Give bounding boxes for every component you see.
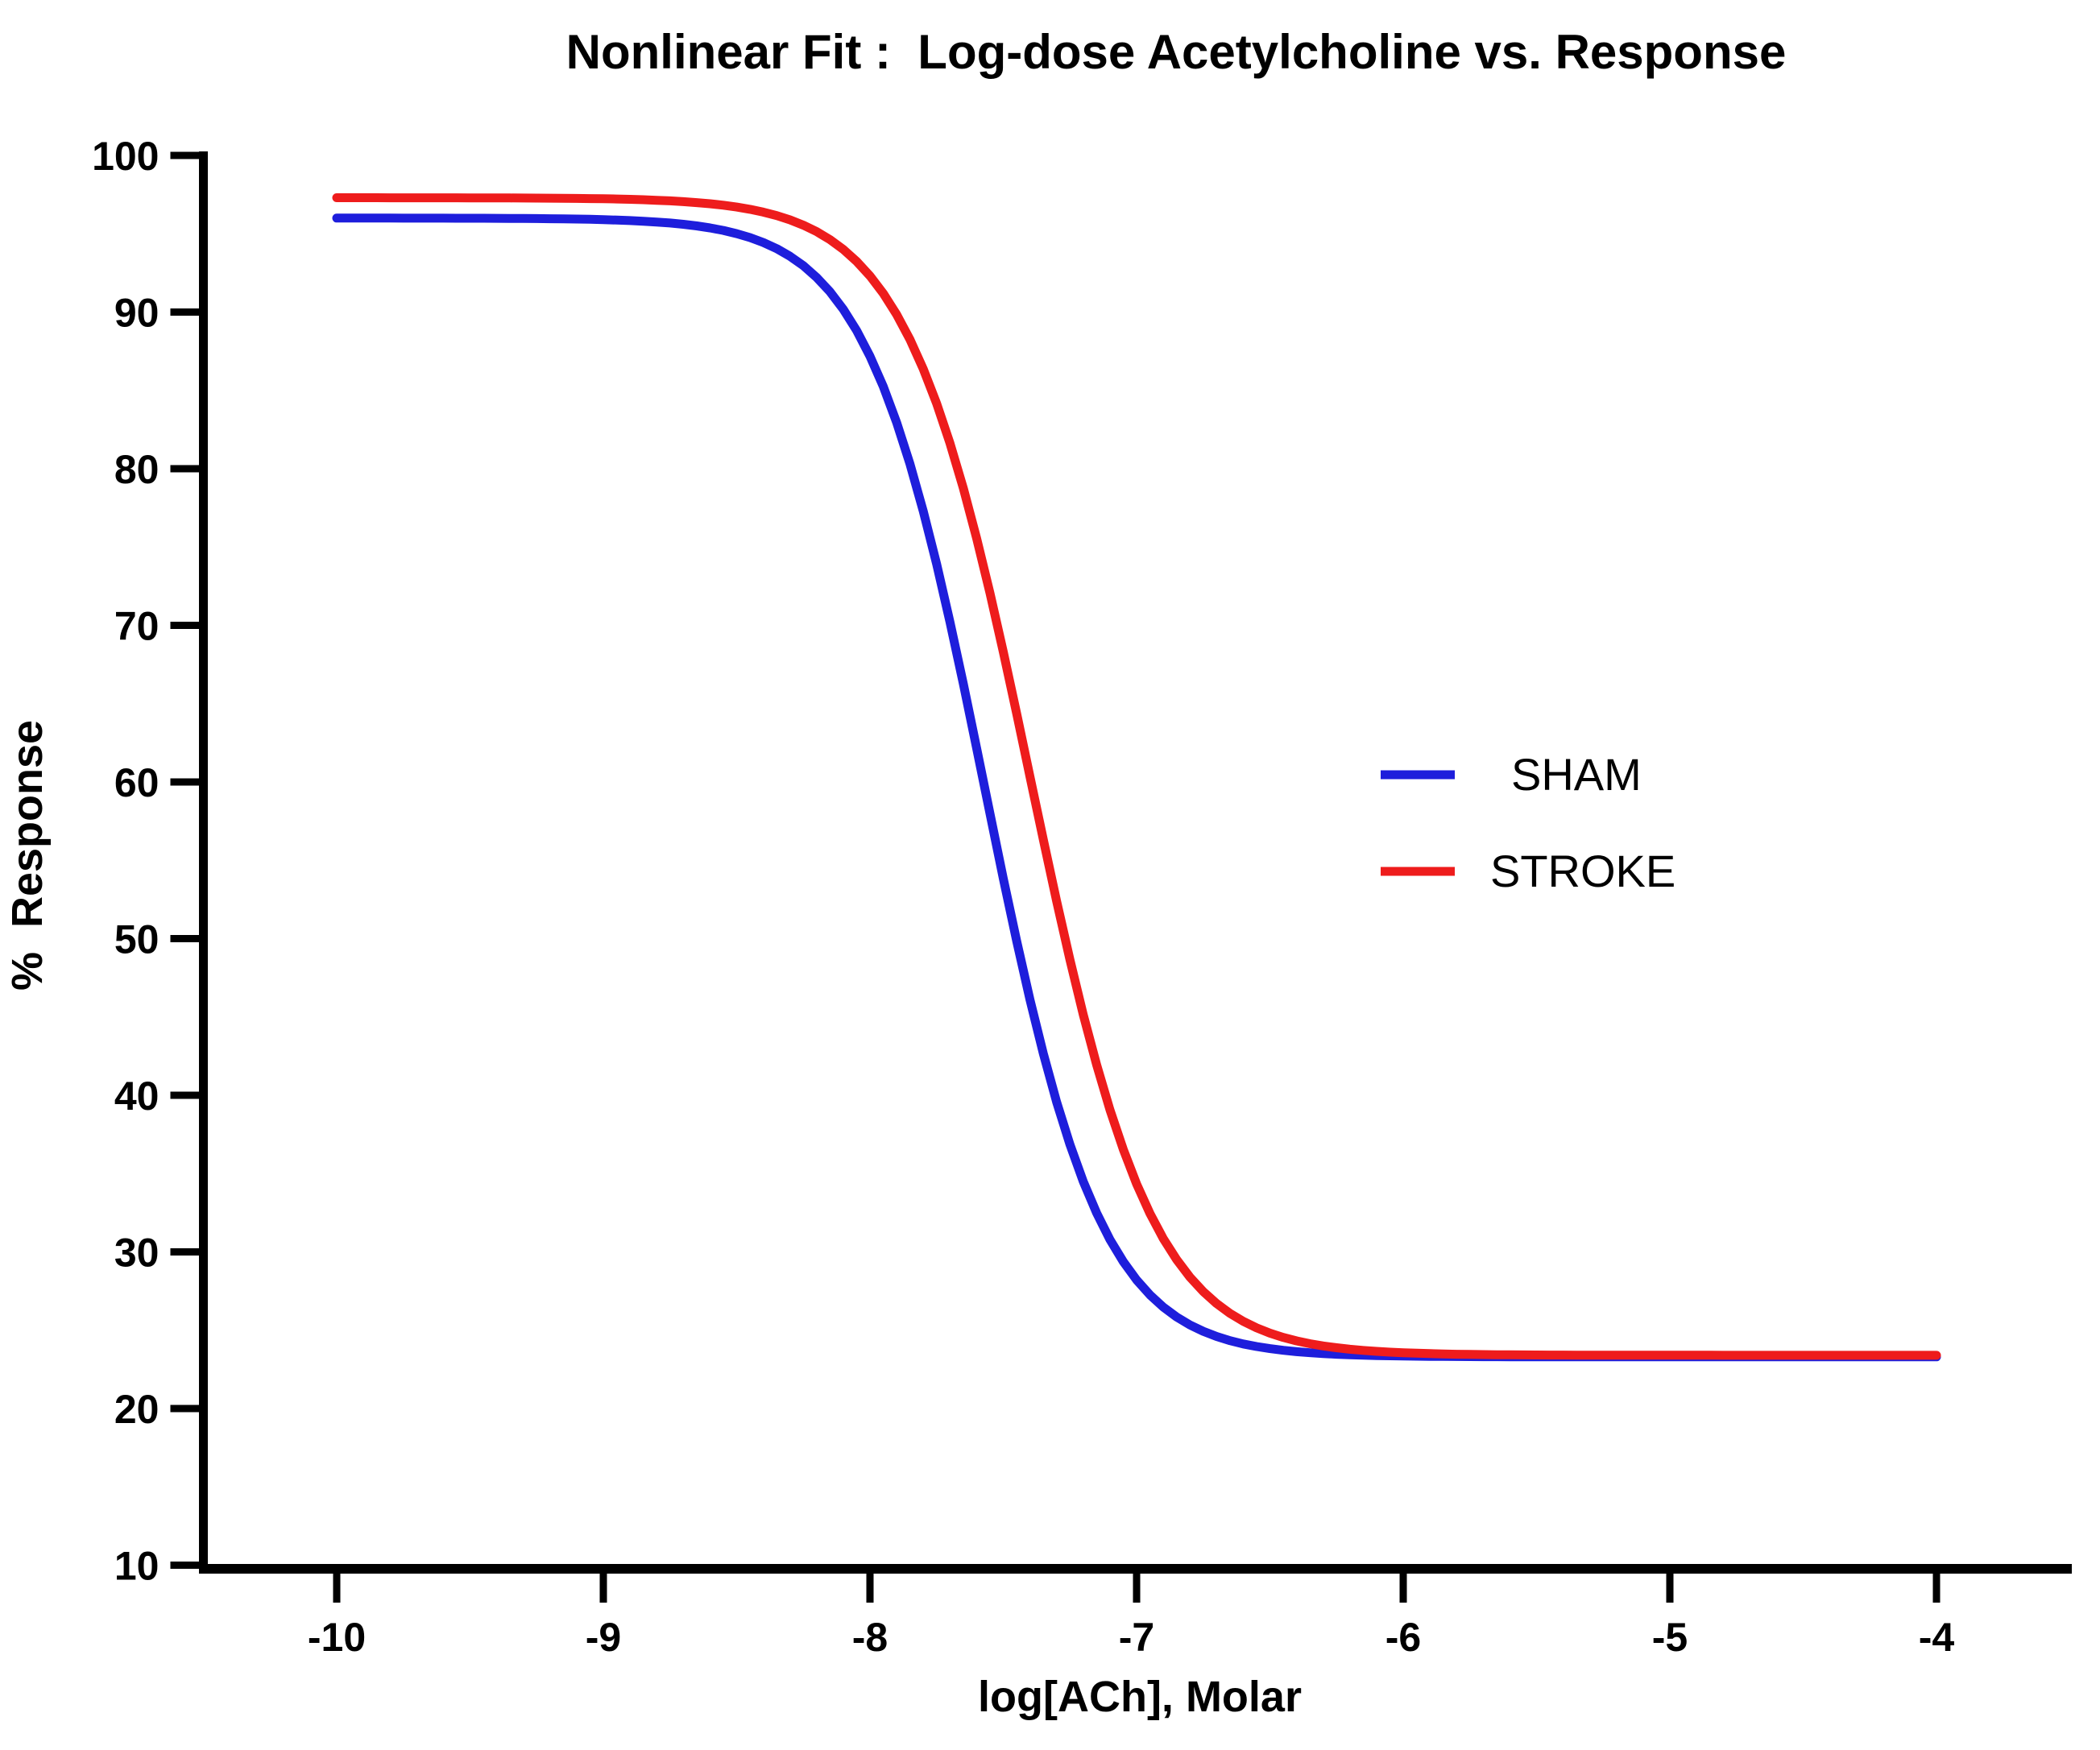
- legend-label-sham: SHAM: [1511, 749, 1642, 800]
- axes: 100 90 80 70 60 50 40 30 20 10 -10 -9 -8 -7 -6 -5 -4: [92, 134, 2072, 1660]
- y-tick-label: 10: [114, 1544, 159, 1589]
- y-tick-label: 50: [114, 917, 159, 962]
- y-tick: [170, 935, 204, 942]
- legend: SHAM STROKE: [1381, 749, 1675, 896]
- y-tick: [170, 622, 204, 629]
- y-tick: [170, 1248, 204, 1256]
- x-tick: [1932, 1574, 1941, 1603]
- x-tick-label: -4: [1919, 1615, 1955, 1660]
- y-tick-label: 60: [114, 760, 159, 805]
- chart-title: Nonlinear Fit : Log-dose Acetylcholine v…: [566, 25, 1787, 79]
- y-tick: [170, 1562, 204, 1569]
- y-tick: [170, 1405, 204, 1413]
- y-axis-title: % Response: [3, 720, 52, 991]
- x-tick: [1133, 1574, 1141, 1603]
- y-tick-label: 80: [114, 447, 159, 492]
- y-tick-label: 90: [114, 291, 159, 336]
- x-tick-label: -10: [308, 1615, 366, 1660]
- fitted-curves: [332, 193, 1941, 1362]
- y-tick-label: 40: [114, 1074, 159, 1119]
- x-tick-label: -7: [1119, 1615, 1154, 1660]
- x-axis-spine: [199, 1564, 2072, 1574]
- x-tick: [1666, 1574, 1674, 1603]
- x-tick-label: -6: [1386, 1615, 1421, 1660]
- curve-stroke: [332, 193, 1941, 1360]
- x-tick: [1399, 1574, 1407, 1603]
- y-tick: [170, 151, 204, 159]
- x-axis-title: log[ACh], Molar: [978, 1673, 1302, 1721]
- x-tick: [599, 1574, 607, 1603]
- y-tick-label: 70: [114, 604, 159, 649]
- x-tick-label: -8: [852, 1615, 888, 1660]
- y-axis-spine: [199, 151, 208, 1574]
- y-tick-label: 100: [92, 134, 159, 179]
- y-tick: [170, 465, 204, 473]
- y-tick: [170, 1091, 204, 1099]
- x-tick-label: -5: [1652, 1615, 1688, 1660]
- y-tick: [170, 778, 204, 786]
- y-tick: [170, 308, 204, 316]
- y-tick-label: 30: [114, 1231, 159, 1276]
- y-tick-label: 20: [114, 1387, 159, 1432]
- x-tick-label: -9: [586, 1615, 621, 1660]
- legend-label-stroke: STROKE: [1490, 846, 1675, 896]
- x-tick: [866, 1574, 874, 1603]
- x-tick: [333, 1574, 341, 1603]
